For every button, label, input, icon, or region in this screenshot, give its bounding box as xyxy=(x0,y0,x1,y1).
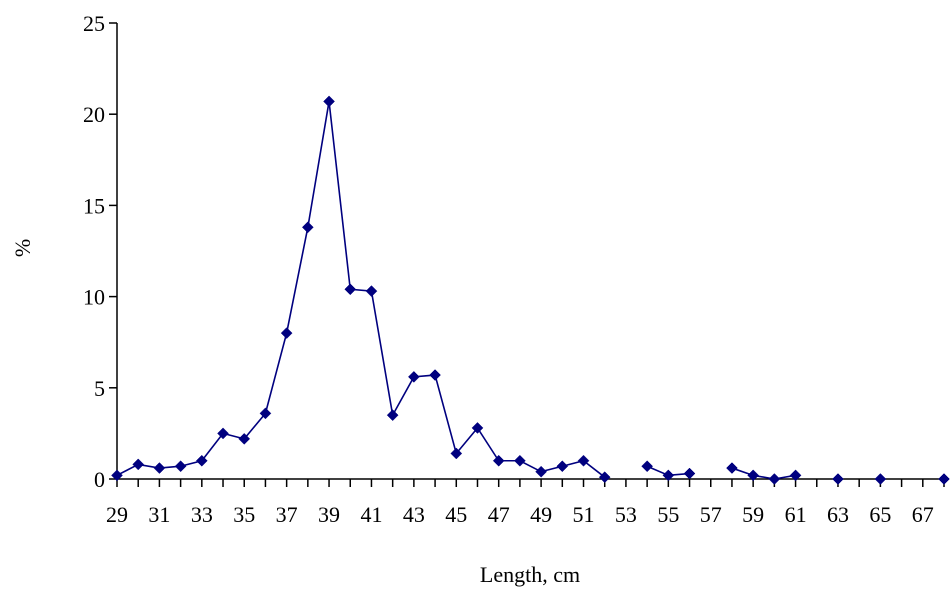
x-tick-label: 57 xyxy=(700,502,722,527)
data-point xyxy=(386,409,399,422)
y-axis-title: % xyxy=(10,239,35,257)
x-tick-label: 33 xyxy=(191,502,213,527)
data-point xyxy=(344,283,357,296)
data-point xyxy=(259,407,272,420)
data-point xyxy=(641,460,653,473)
data-point xyxy=(132,458,145,471)
data-point xyxy=(662,469,675,482)
x-tick-label: 43 xyxy=(403,502,425,527)
data-point xyxy=(238,433,251,445)
data-point xyxy=(111,469,123,482)
x-tick-label: 47 xyxy=(488,502,510,527)
data-point xyxy=(768,473,781,485)
series xyxy=(111,95,950,485)
y-tick-label: 0 xyxy=(94,467,105,492)
data-point xyxy=(514,454,526,467)
x-tick-label: 37 xyxy=(276,502,298,527)
y-tick-label: 20 xyxy=(83,102,105,127)
data-point xyxy=(938,473,950,485)
data-point xyxy=(450,447,463,460)
data-point xyxy=(556,460,569,473)
data-point xyxy=(323,95,335,108)
x-tick-label: 63 xyxy=(827,502,849,527)
x-tick-label: 61 xyxy=(785,502,807,527)
x-tick-label: 29 xyxy=(106,502,128,527)
x-tick-label: 35 xyxy=(233,502,255,527)
y-tick-label: 5 xyxy=(94,376,105,401)
data-point xyxy=(301,221,314,234)
data-point xyxy=(429,369,441,381)
data-point xyxy=(874,473,887,485)
data-point xyxy=(683,467,696,480)
x-tick-label: 65 xyxy=(869,502,891,527)
data-point xyxy=(153,462,166,474)
data-point xyxy=(535,465,547,478)
data-point xyxy=(598,471,611,484)
data-point xyxy=(747,469,760,482)
x-tick-label: 31 xyxy=(148,502,170,527)
y-tick-label: 15 xyxy=(83,193,105,218)
data-point xyxy=(789,469,802,482)
y-axis: 0 5 10 15 20 25 xyxy=(83,11,118,492)
x-tick-label: 67 xyxy=(912,502,934,527)
x-axis-title: Length, cm xyxy=(480,562,580,587)
x-tick-label: 59 xyxy=(742,502,764,527)
x-tick-label: 51 xyxy=(573,502,595,527)
x-tick-label: 55 xyxy=(657,502,679,527)
data-point xyxy=(471,422,484,434)
data-point xyxy=(195,454,208,467)
y-tick-label: 25 xyxy=(83,11,105,36)
series-line xyxy=(731,467,796,480)
x-tick-label: 53 xyxy=(615,502,637,527)
x-tick-label: 39 xyxy=(318,502,340,527)
data-point xyxy=(577,454,590,467)
x-tick-label: 49 xyxy=(530,502,552,527)
x-tick-label: 41 xyxy=(360,502,382,527)
data-point xyxy=(832,473,844,485)
data-point xyxy=(492,454,505,467)
x-axis: 29 31 33 35 37 39 41 43 45 47 49 51 53 55 57 59 61 63 65 67 xyxy=(106,478,945,527)
data-point xyxy=(217,427,229,440)
series-line xyxy=(116,101,606,478)
data-point xyxy=(408,371,420,383)
data-point xyxy=(280,327,293,339)
y-tick-label: 10 xyxy=(83,285,105,310)
data-point xyxy=(174,460,187,473)
data-point xyxy=(726,462,738,474)
x-tick-label: 45 xyxy=(445,502,467,527)
data-point xyxy=(365,285,378,297)
